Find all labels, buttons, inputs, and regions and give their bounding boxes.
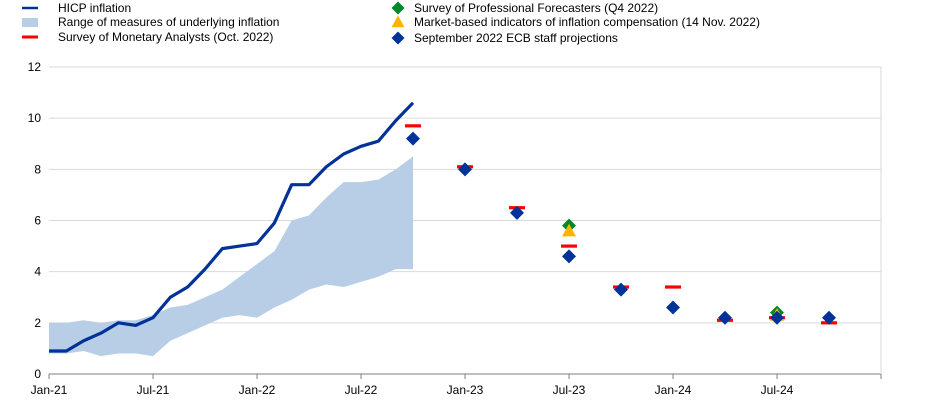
- ecb-projection-diamond-marker: [406, 131, 420, 146]
- x-tick-label: Jan-21: [31, 383, 68, 397]
- hicp-inflation-line: [49, 101, 415, 353]
- y-tick-label: 8: [34, 162, 41, 176]
- legend-swatch-range: [22, 18, 38, 27]
- legend-label: HICP inflation: [58, 1, 131, 15]
- market-based-triangle-marker: [562, 223, 576, 237]
- legend-label: September 2022 ECB staff projections: [414, 31, 618, 45]
- ecb-projection-diamond-marker: [666, 300, 680, 315]
- legend-swatch-spf: [391, 1, 405, 15]
- legend-label: Survey of Professional Forecasters (Q4 2…: [414, 1, 658, 15]
- x-tick-label: Jul-23: [553, 383, 586, 397]
- projection-markers-layer: [405, 124, 837, 325]
- ecb-projection-diamond-marker: [770, 310, 784, 325]
- y-tick-label: 10: [28, 111, 42, 125]
- legend-label: Range of measures of underlying inflatio…: [58, 15, 279, 29]
- y-tick-label: 12: [28, 60, 42, 74]
- legend-swatch-market-based: [391, 15, 405, 28]
- legend-label: Market-based indicators of inflation com…: [414, 15, 760, 29]
- x-tick-label: Jul-24: [761, 383, 794, 397]
- ecb-projection-diamond-marker: [822, 310, 836, 325]
- x-tick-label: Jan-22: [239, 383, 276, 397]
- legend-label: Survey of Monetary Analysts (Oct. 2022): [58, 30, 273, 44]
- x-tick-label: Jul-22: [345, 383, 378, 397]
- y-tick-label: 2: [34, 316, 41, 330]
- legend-swatch-ecb-projections: [391, 31, 405, 45]
- y-tick-label: 4: [34, 265, 41, 279]
- underlying-inflation-range-band: [49, 156, 413, 357]
- gridlines: [49, 66, 881, 324]
- ecb-projection-diamond-marker: [458, 162, 472, 177]
- underlying-inflation-range-layer: [49, 156, 413, 357]
- ecb-projection-diamond-marker: [614, 282, 628, 297]
- x-tick-label: Jan-24: [655, 383, 692, 397]
- y-tick-label: 0: [34, 367, 41, 381]
- x-tick-label: Jul-21: [137, 383, 170, 397]
- x-tick-label: Jan-23: [447, 383, 484, 397]
- ecb-projection-diamond-marker: [718, 310, 732, 325]
- hicp-line-layer: [49, 101, 415, 353]
- y-tick-label: 6: [34, 214, 41, 228]
- axes: 0 2 4 6 8 10 12 Jan-21 Jul-21 Jan-22 Jul-22 Jan-23 J…: [28, 60, 882, 397]
- ecb-projection-diamond-marker: [562, 249, 576, 264]
- ecb-projection-diamond-marker: [510, 205, 524, 220]
